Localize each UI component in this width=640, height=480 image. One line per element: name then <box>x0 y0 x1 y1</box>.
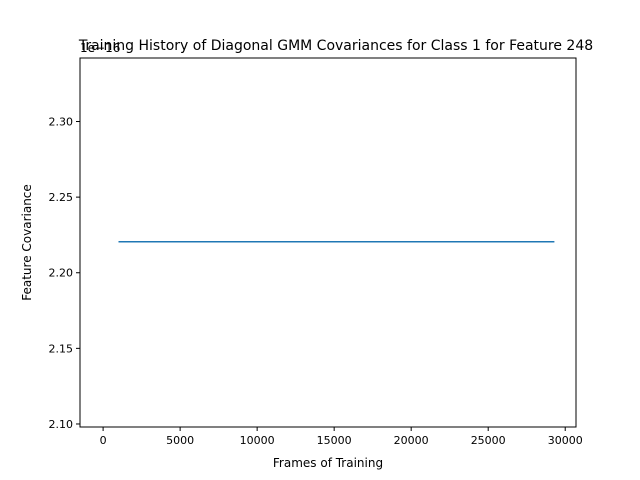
x-axis-label: Frames of Training <box>273 456 383 470</box>
y-axis-label: Feature Covariance <box>20 184 34 301</box>
x-tick-label: 25000 <box>471 434 506 447</box>
x-axis-ticks: 0 5000 10000 15000 20000 25000 30000 <box>100 427 583 447</box>
x-tick-label: 15000 <box>317 434 352 447</box>
y-axis-offset-label: 1e−16 <box>80 41 120 55</box>
x-tick-label: 5000 <box>166 434 194 447</box>
y-tick-label: 2.15 <box>49 342 74 355</box>
x-tick-label: 20000 <box>394 434 429 447</box>
y-tick-label: 2.20 <box>49 267 74 280</box>
y-axis-ticks: 2.10 2.15 2.20 2.25 2.30 <box>49 116 80 431</box>
x-tick-label: 30000 <box>548 434 583 447</box>
x-tick-label: 0 <box>100 434 107 447</box>
x-tick-label: 10000 <box>240 434 275 447</box>
y-tick-label: 2.30 <box>49 116 74 129</box>
axes-frame <box>79 57 577 428</box>
chart-title: Training History of Diagonal GMM Covaria… <box>78 38 593 54</box>
y-tick-label: 2.10 <box>49 418 74 431</box>
y-tick-label: 2.25 <box>49 191 74 204</box>
